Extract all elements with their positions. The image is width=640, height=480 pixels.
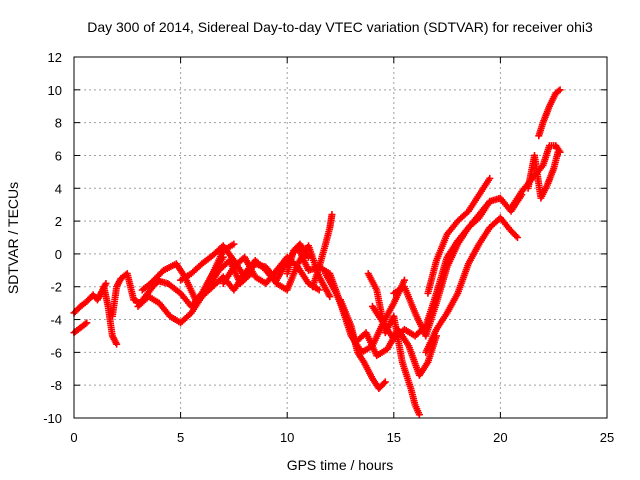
data-point [486,174,494,182]
data-point [328,211,336,219]
data-point [400,276,408,284]
y-tick-label: 6 [55,148,62,163]
data-point [556,86,564,94]
y-axis-label: SDTVAR / TECUs [5,182,21,294]
series-track-18 [390,191,526,340]
data-point [230,240,238,248]
chart-title: Day 300 of 2014, Sidereal Day-to-day VTE… [87,19,593,35]
y-tick-label: -10 [43,411,62,426]
data-point [315,286,323,294]
series-track-11 [283,240,313,278]
data-point [305,253,313,261]
y-tick-label: 10 [48,83,62,98]
data-point [326,293,334,301]
series-track-22 [524,148,562,202]
data-point [512,232,520,240]
tick-labels: 0 5 10 15 20 25 -10 -8 -6 -4 -2 0 2 4 6 8 10 12 [43,50,614,445]
series-track-1 [70,279,110,317]
y-tick-label: -6 [50,345,62,360]
data-point [555,87,563,95]
series-track-23 [535,86,564,140]
y-tick-label: 2 [55,214,62,229]
y-tick-label: 8 [55,116,62,131]
data-point [83,319,91,327]
y-tick-label: 0 [55,247,62,262]
x-tick-label: 20 [493,430,507,445]
axis-ticks [73,56,608,419]
series-track-6 [138,240,238,310]
series-track-19 [424,174,494,297]
x-tick-label: 5 [177,430,184,445]
data-point [554,148,562,156]
y-tick-label: -2 [50,280,62,295]
data-points [70,86,564,419]
series-track-3 [100,283,121,348]
x-tick-label: 10 [280,430,294,445]
x-tick-label: 25 [600,430,614,445]
series-track-20 [422,214,521,356]
data-point [381,378,389,386]
y-tick-label: -8 [50,378,62,393]
data-point [513,234,521,241]
grid [74,57,607,418]
y-tick-label: 12 [48,50,62,65]
data-point [113,340,121,348]
x-tick-label: 0 [70,430,77,445]
data-point [415,411,423,419]
x-axis-label: GPS time / hours [287,457,394,473]
data-point [380,379,388,387]
y-tick-label: 4 [55,181,62,196]
series-track-15 [337,296,389,392]
y-tick-label: -4 [50,313,62,328]
plot-frame [73,56,608,419]
series-track-2 [70,319,91,337]
x-tick-label: 15 [387,430,401,445]
data-point [81,320,89,328]
